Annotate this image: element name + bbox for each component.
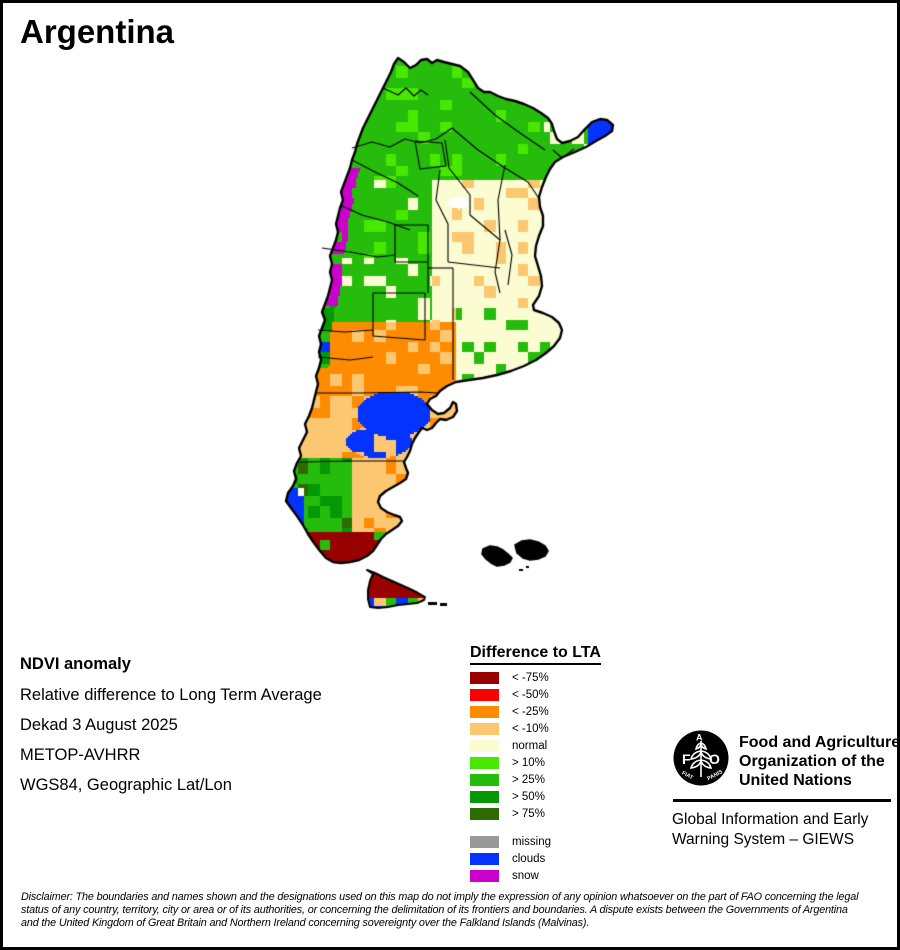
legend-swatch	[470, 808, 499, 820]
page-title: Argentina	[20, 13, 175, 50]
fao-divider-rule	[673, 799, 891, 802]
legend-label: missing	[512, 836, 551, 848]
legend-label: > 50%	[512, 791, 545, 803]
fao-name-line: Food and Agriculture	[739, 734, 900, 751]
legend-swatch	[470, 723, 499, 735]
wheat-ear-icon	[689, 741, 713, 777]
info-line-measure: Relative difference to Long Term Average	[20, 686, 322, 704]
fao-logo-letter-a: A	[696, 733, 703, 743]
legend-label: snow	[512, 870, 539, 882]
argentina-ndvi-map	[278, 50, 632, 622]
disclaimer-line: and the United Kingdom of Great Britain …	[21, 917, 590, 929]
fao-logo-letter-f: F	[682, 751, 691, 767]
legend-swatch	[470, 757, 499, 769]
disclaimer-line: Disclaimer: The boundaries and names sho…	[21, 891, 859, 903]
legend-label: < -75%	[512, 672, 549, 684]
legend-swatch	[470, 791, 499, 803]
info-line-sensor: METOP-AVHRR	[20, 746, 141, 764]
giews-line: Global Information and Early	[672, 811, 869, 828]
fao-name-line: United Nations	[739, 772, 852, 789]
legend-swatch	[470, 853, 499, 865]
fao-logo: F A O FIAT PANIS	[673, 730, 729, 786]
fao-name-line: Organization of the	[739, 753, 885, 770]
legend-swatch	[470, 706, 499, 718]
disclaimer-line: status of any country, territory, city o…	[21, 904, 848, 916]
info-line-projection: WGS84, Geographic Lat/Lon	[20, 776, 232, 794]
legend-swatch	[470, 689, 499, 701]
legend-label: clouds	[512, 853, 546, 865]
legend-swatch	[470, 870, 499, 882]
info-line-dekad: Dekad 3 August 2025	[20, 716, 178, 734]
legend-label: > 10%	[512, 757, 545, 769]
giews-line: Warning System – GIEWS	[672, 831, 855, 848]
fao-logo-motto-fiat: FIAT	[681, 770, 695, 781]
legend-title: Difference to LTA	[470, 644, 601, 665]
legend-label: < -50%	[512, 689, 549, 701]
map-subtitle: NDVI anomaly	[20, 655, 131, 673]
legend-label: < -10%	[512, 723, 549, 735]
fao-logo-letter-o: O	[709, 751, 720, 767]
legend-swatch	[470, 672, 499, 684]
legend-swatch	[470, 836, 499, 848]
legend-label: normal	[512, 740, 548, 752]
legend-label: > 75%	[512, 808, 545, 820]
legend-swatch	[470, 740, 499, 752]
legend-swatch	[470, 774, 499, 786]
legend-label: > 25%	[512, 774, 545, 786]
legend-label: < -25%	[512, 706, 549, 718]
